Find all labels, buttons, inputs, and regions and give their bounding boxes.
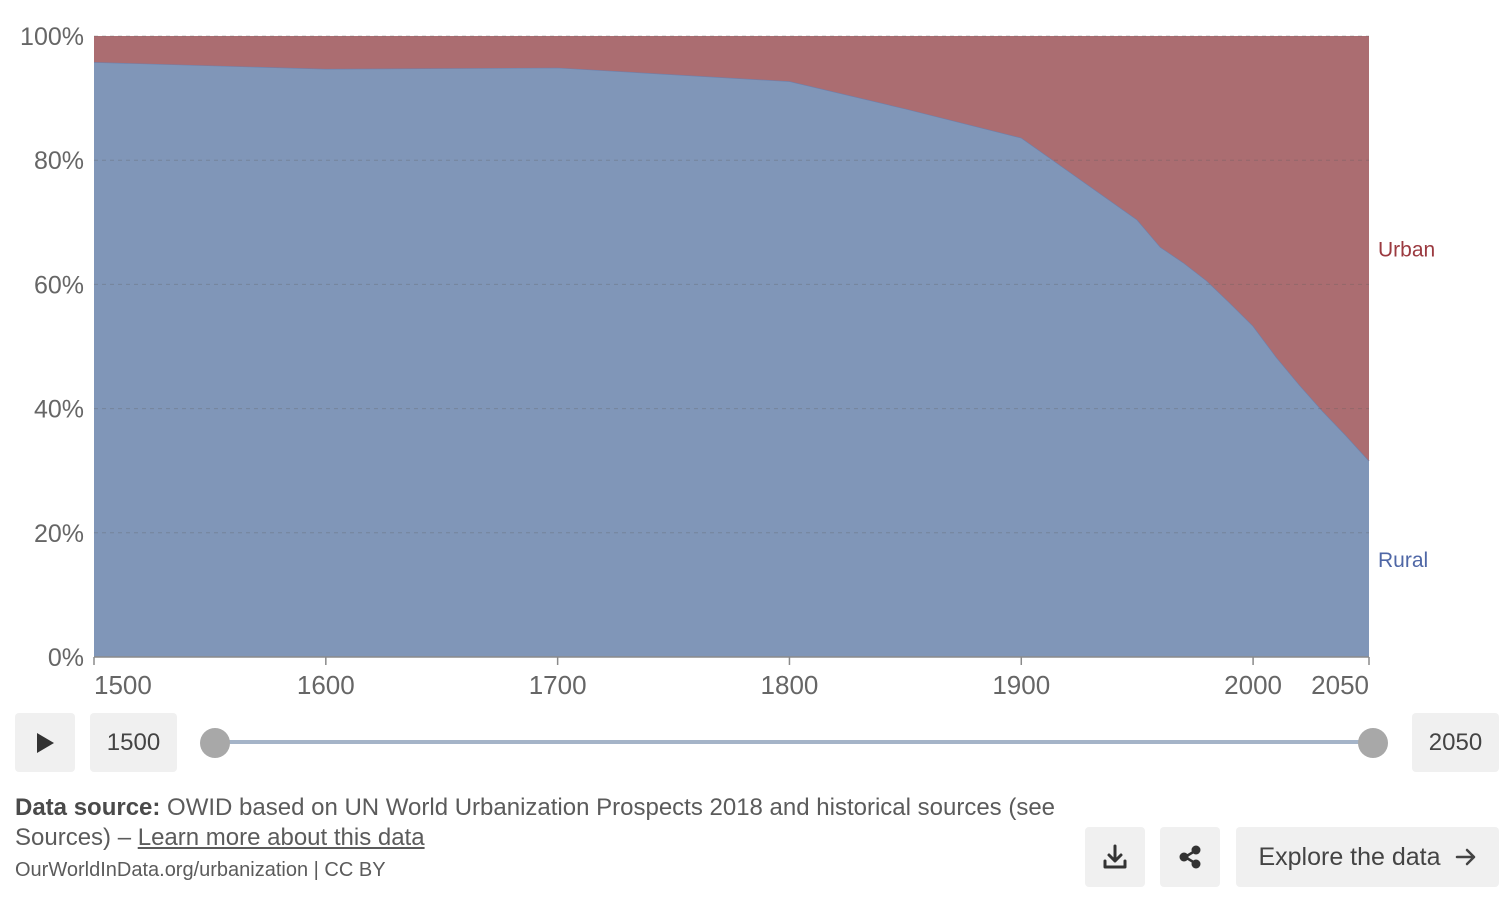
chart: 0% 20% 40% 60% 80% 100% 1500 1600 1700 1800 1900 20… [20,23,1435,700]
series-label-urban: Urban [1378,238,1435,261]
x-tick-label: 2050 [1311,670,1369,700]
y-tick-label: 60% [34,271,84,299]
timeline-end-handle[interactable] [1358,728,1388,758]
explore-data-button[interactable]: Explore the data [1236,827,1499,887]
source-url: OurWorldInData.org/urbanization | CC BY [15,859,386,881]
end-year-label: 2050 [1428,728,1483,756]
area-urban [94,36,1369,461]
share-icon [1160,827,1220,887]
learn-more-link[interactable]: Learn more about this data [137,824,425,851]
x-tick-label: 1600 [297,670,355,700]
area-rural [94,62,1369,658]
play-icon [37,733,54,753]
download-button[interactable] [1085,827,1145,887]
download-icon [1085,827,1145,887]
timeline-start-handle[interactable] [200,728,230,758]
x-tick-label: 1700 [529,670,587,700]
x-tick-label: 2000 [1224,670,1282,700]
series-label-rural: Rural [1378,549,1428,572]
y-tick-label: 80% [34,147,84,175]
axes: 0% 20% 40% 60% 80% 100% 1500 1600 1700 1800 1900 20… [20,23,1370,700]
arrow-right-icon [1455,846,1477,868]
y-tick-label: 0% [48,644,84,672]
y-tick-label: 20% [34,520,84,548]
x-tick-label: 1800 [761,670,819,700]
areas [93,36,1370,658]
x-tick-label: 1900 [992,670,1050,700]
y-tick-label: 40% [34,396,84,424]
data-source-text: OWID based on UN World Urbanization Pros… [15,794,1056,851]
start-year-label: 1500 [106,728,161,756]
series-labels: Rural Urban [1378,238,1435,572]
play-button[interactable] [15,713,75,772]
explore-data-label: Explore the data [1258,842,1441,871]
timeline-slider-track[interactable] [216,740,1374,744]
y-tick-label: 100% [20,23,84,51]
data-source-note: Data source: OWID based on UN World Urba… [15,793,1065,853]
data-source-label: Data source: [15,794,161,821]
share-button[interactable] [1160,827,1220,887]
x-tick-label: 1500 [94,670,152,700]
start-year-box[interactable]: 1500 [90,713,177,772]
end-year-box[interactable]: 2050 [1412,713,1499,772]
